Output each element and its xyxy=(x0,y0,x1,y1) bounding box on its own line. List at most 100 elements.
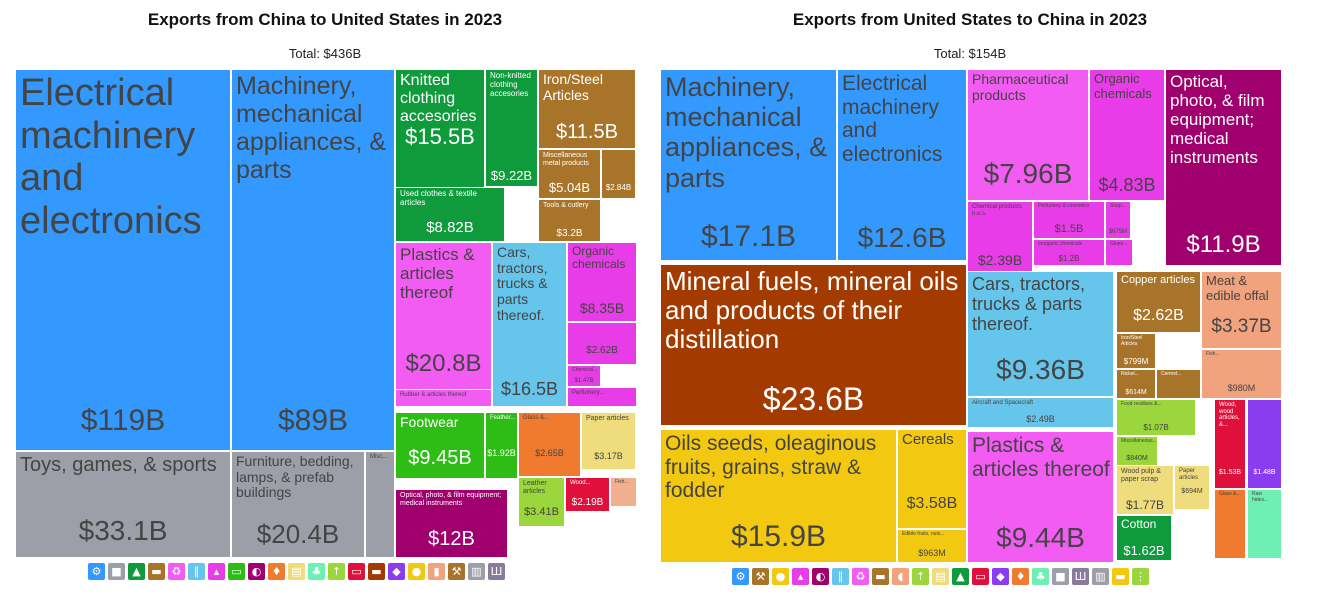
shirt-icon[interactable]: ▲ xyxy=(128,563,145,580)
inorganic-chemicals-tile-11[interactable]: Inorganic chemicals $1.2B xyxy=(1033,239,1105,266)
machinery-mechanical-appliances-parts-tile-0[interactable]: Machinery, mechanical appliances, & part… xyxy=(660,69,837,261)
miscellaneous-metal-products-tile-9[interactable]: Miscellaneous metal products $5.04B xyxy=(538,149,601,199)
nickel-tile-19[interactable]: Nickel... $614M xyxy=(1116,369,1156,399)
electrical-machinery-and-electronics-tile-0[interactable]: Electrical machinery and electronics $119… xyxy=(15,69,231,451)
hammer-icon[interactable]: ⚒ xyxy=(752,568,769,585)
grain-icon[interactable]: ⋮ xyxy=(1132,568,1149,585)
recycle-icon[interactable]: ♻ xyxy=(168,563,185,580)
organic-chemicals-tile-15[interactable]: Organic chemicals $8.35B xyxy=(567,242,637,322)
organic-chemicals-tile-7[interactable]: Organic chemicals $4.83B xyxy=(1089,69,1165,201)
flask-icon[interactable]: ▴ xyxy=(792,568,809,585)
chemical-tile-17[interactable]: Chemical... $1.47B xyxy=(567,365,601,387)
shoe-icon[interactable]: ▬ xyxy=(1112,568,1129,585)
cube-icon[interactable]: ■ xyxy=(1052,568,1069,585)
bench-icon[interactable]: Ш xyxy=(488,563,505,580)
leaf-icon[interactable]: ♣ xyxy=(308,563,325,580)
oils-seeds-oleaginous-fruits-grains-straw-fodder-tile-3[interactable]: Oils seeds, oleaginous fruits, grains, s… xyxy=(660,429,897,563)
cars-tractors-trucks-parts-thereof-tile-14[interactable]: Cars, tractors, trucks & parts thereof. $… xyxy=(967,271,1114,397)
bench-icon[interactable]: Ш xyxy=(1072,568,1089,585)
knitted-clothing-accesories-tile-5[interactable]: Knitted clothing accesories $15.5B xyxy=(395,69,485,199)
optical-photo-film-equipment-medical-instruments-tile-26[interactable]: Optical, photo, & film equipment; medica… xyxy=(395,489,508,558)
iron-steel-articles-tile-18[interactable]: Iron/Steel Articles $799M xyxy=(1116,333,1156,369)
perfumery-cosmetics-tile-9[interactable]: Perfumery & cosmetics $1.5B xyxy=(1033,201,1105,239)
bottle-icon[interactable]: ▮ xyxy=(428,563,445,580)
furniture-icon[interactable]: ▥ xyxy=(468,563,485,580)
road-icon[interactable]: ∥ xyxy=(832,568,849,585)
iron-steel-articles-tile-8[interactable]: Iron/Steel Articles $11.5B xyxy=(538,69,636,149)
wheat-icon[interactable]: ↑ xyxy=(912,568,929,585)
machinery-mechanical-appliances-parts-tile-1[interactable]: Machinery, mechanical appliances, & part… xyxy=(231,69,395,451)
tile-tile-16[interactable]: $2.62B xyxy=(567,322,637,365)
paper-icon[interactable]: ▤ xyxy=(288,563,305,580)
copper-articles-tile-17[interactable]: Copper articles $2.62B xyxy=(1116,271,1201,333)
wood-tile-24[interactable]: Wood... $2.19B xyxy=(565,477,610,512)
gear-icon[interactable]: ⚙ xyxy=(732,568,749,585)
furniture-bedding-lamps-prefab-buildings-tile-3[interactable]: Furniture, bedding, lamps, & prefab buil… xyxy=(231,451,365,558)
leather-articles-tile-23[interactable]: Leather articles $3.41B xyxy=(518,477,565,527)
plastics-articles-thereof-tile-16[interactable]: Plastics & articles thereof $9.44B xyxy=(967,431,1114,563)
toys-games-sports-tile-2[interactable]: Toys, games, & sports $33.1B xyxy=(15,451,231,558)
optical-photo-film-equipment-medical-instruments-tile-13[interactable]: Optical, photo, & film equipment; medica… xyxy=(1165,69,1282,266)
glass-tile-30[interactable]: Glass &... xyxy=(1214,489,1246,559)
miscellaneous-tile-24[interactable]: Miscellaneous... $840M xyxy=(1116,436,1158,466)
anvil-icon[interactable]: ▬ xyxy=(148,563,165,580)
fish-tile-25[interactable]: Fish... xyxy=(610,477,637,507)
plastics-articles-thereof-tile-12[interactable]: Plastics & articles thereof $20.8B xyxy=(395,242,492,407)
diamond-icon[interactable]: ◆ xyxy=(992,568,1009,585)
hammer-icon[interactable]: ⚒ xyxy=(448,563,465,580)
recycle-icon[interactable]: ♻ xyxy=(852,568,869,585)
wood-wood-articles-tile-28[interactable]: Wood, wood articles, &... $1.53B xyxy=(1214,399,1246,489)
glass-tile-21[interactable]: Glass &... $2.65B xyxy=(518,412,581,477)
bill-icon[interactable]: ▭ xyxy=(348,563,365,580)
car-icon[interactable]: ▭ xyxy=(228,563,245,580)
cars-tractors-trucks-parts-thereof-tile-14[interactable]: Cars, tractors, trucks & parts thereof. $… xyxy=(492,242,567,407)
wood-pulp-paper-scrap-tile-25[interactable]: Wood pulp & paper scrap $1.77B xyxy=(1116,465,1174,515)
gauge-icon[interactable]: ◐ xyxy=(248,563,265,580)
chemical-products-n-e-s-tile-8[interactable]: Chemical products n.e.s. $2.39B xyxy=(967,201,1033,276)
feather-tile-20[interactable]: Feather... $1.92B xyxy=(485,412,518,479)
mineral-fuels-mineral-oils-and-products-of-their-distillation-tile-2[interactable]: Mineral fuels, mineral oils and products… xyxy=(660,264,967,426)
meat-icon[interactable]: ◖ xyxy=(892,568,909,585)
electrical-machinery-and-electronics-tile-1[interactable]: Electrical machinery and electronics $12.… xyxy=(837,69,967,261)
footwear-tile-19[interactable]: Footwear $9.45B xyxy=(395,412,485,479)
misc-tile-4[interactable]: Misc... xyxy=(365,451,395,558)
anvil-icon[interactable]: ▬ xyxy=(872,568,889,585)
tile-tile-29[interactable]: $1.48B xyxy=(1247,399,1282,489)
road-icon[interactable]: ∥ xyxy=(188,563,205,580)
shoe-icon[interactable]: ▬ xyxy=(368,563,385,580)
used-clothes-textile-articles-tile-7[interactable]: Used clothes & textile articles $8.82B xyxy=(395,187,505,242)
fruit-icon[interactable]: ● xyxy=(772,568,789,585)
cotton-tile-27[interactable]: Cotton $1.62B xyxy=(1116,515,1172,561)
edible-fruits-nuts-tile-5[interactable]: Edible fruits, nuts... $963M xyxy=(897,529,967,563)
tools-cutlery-tile-11[interactable]: Tools & cutlery $3.2B xyxy=(538,199,601,242)
wheat-icon[interactable]: ↑ xyxy=(328,563,345,580)
diamond-icon[interactable]: ◆ xyxy=(388,563,405,580)
paper-icon[interactable]: ▤ xyxy=(932,568,949,585)
fruit-icon[interactable]: ● xyxy=(408,563,425,580)
soap-tile-10[interactable]: Soap... $675M xyxy=(1105,201,1131,239)
fire-icon[interactable]: ♦ xyxy=(1012,568,1029,585)
non-knitted-clothing-accesories-tile-6[interactable]: Non-knitted clothing accesories $9.22B xyxy=(485,69,538,187)
fire-icon[interactable]: ♦ xyxy=(268,563,285,580)
food-residues-tile-23[interactable]: Food residues &... $1.07B xyxy=(1116,399,1196,436)
aircraft-and-spacecraft-tile-15[interactable]: Aircraft and Spacecraft $2.49B xyxy=(967,397,1114,428)
furniture-icon[interactable]: ▥ xyxy=(1092,568,1109,585)
paper-articles-tile-22[interactable]: Paper articles $3.17B xyxy=(581,412,636,470)
paper-articles-tile-26[interactable]: Paper articles $694M xyxy=(1174,465,1210,510)
pharmaceutical-products-tile-6[interactable]: Pharmaceutical products $7.96B xyxy=(967,69,1089,201)
glues-tile-12[interactable]: Glues... xyxy=(1105,239,1133,266)
raw-hides-tile-31[interactable]: Raw hides... xyxy=(1247,489,1282,559)
tile-tile-10[interactable]: $2.84B xyxy=(601,149,636,199)
meat-edible-offal-tile-21[interactable]: Meat & edible offal $3.37B xyxy=(1201,271,1282,349)
cermet-tile-20[interactable]: Cermet... xyxy=(1156,369,1201,399)
fish-tile-22[interactable]: Fish... $980M xyxy=(1201,349,1282,399)
leaf-icon[interactable]: ♣ xyxy=(1032,568,1049,585)
gauge-icon[interactable]: ◐ xyxy=(812,568,829,585)
bill-icon[interactable]: ▭ xyxy=(972,568,989,585)
flask-icon[interactable]: ▴ xyxy=(208,563,225,580)
rubber-articles-thereof-tile-13[interactable]: Rubber & articles thereof xyxy=(395,389,492,407)
perfumery-tile-18[interactable]: Perfumery... xyxy=(567,387,637,407)
shirt-icon[interactable]: ▲ xyxy=(952,568,969,585)
gear-icon[interactable]: ⚙ xyxy=(88,563,105,580)
cereals-tile-4[interactable]: Cereals $3.58B xyxy=(897,429,967,529)
